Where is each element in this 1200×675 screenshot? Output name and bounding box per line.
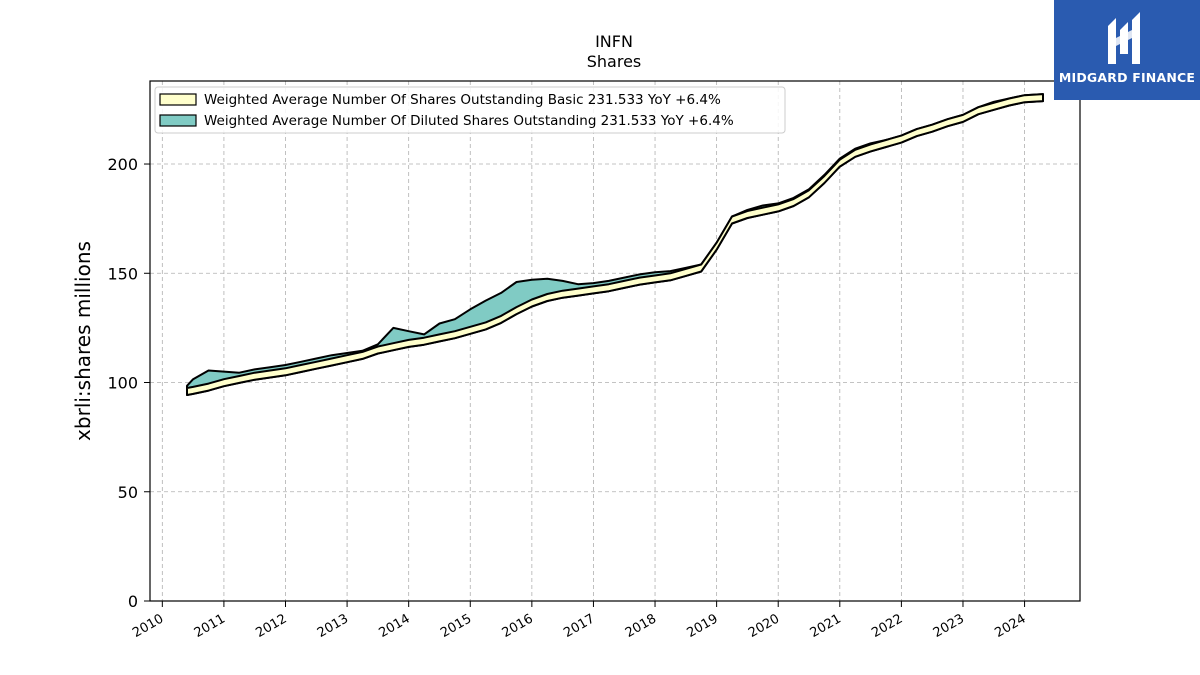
y-tick-label: 150 — [107, 264, 138, 283]
x-tick-label: 2019 — [684, 611, 720, 641]
legend-swatch-diluted — [159, 114, 197, 127]
x-tick-label: 2022 — [869, 611, 905, 641]
x-tick-label: 2012 — [253, 611, 289, 641]
series-area-diluted — [186, 93, 1044, 396]
y-tick-label: 200 — [107, 155, 138, 174]
series-area-basic — [186, 93, 1044, 396]
chart-subtitle: Shares — [587, 52, 642, 71]
x-tick-label: 2018 — [623, 611, 659, 641]
x-tick-label: 2017 — [561, 611, 597, 641]
x-tick-label: 2013 — [315, 611, 351, 641]
x-tick-label: 2020 — [746, 611, 782, 641]
legend: Weighted Average Number Of Shares Outsta… — [154, 86, 786, 134]
x-tick-label: 2015 — [438, 611, 474, 641]
y-tick-label: 100 — [107, 374, 138, 393]
series-areas — [186, 93, 1044, 396]
x-tick-label: 2023 — [931, 611, 967, 641]
legend-label-basic: Weighted Average Number Of Shares Outsta… — [204, 92, 721, 108]
x-tick-label: 2021 — [808, 611, 844, 641]
legend-label-diluted: Weighted Average Number Of Diluted Share… — [204, 113, 734, 129]
midgard-finance-logo: MIDGARD FINANCE — [1054, 0, 1200, 100]
y-tick-label: 50 — [118, 483, 138, 502]
x-tick-label: 2010 — [130, 611, 166, 641]
chart-title: INFN — [595, 32, 633, 51]
x-tick-label: 2014 — [377, 611, 413, 641]
logo-brand-text: MIDGARD FINANCE — [1058, 70, 1196, 85]
x-tick-label: 2024 — [992, 611, 1028, 641]
legend-swatch-basic — [159, 93, 197, 106]
x-tick-label: 2016 — [500, 611, 536, 641]
plot-frame — [149, 80, 1081, 602]
y-axis-label: xbrli:shares millions — [71, 241, 95, 441]
midgard-logo-icon — [1108, 12, 1140, 64]
legend-frame — [154, 86, 786, 134]
x-tick-label: 2011 — [192, 611, 228, 641]
y-tick-label: 0 — [128, 592, 138, 611]
grid-lines — [150, 81, 1080, 602]
